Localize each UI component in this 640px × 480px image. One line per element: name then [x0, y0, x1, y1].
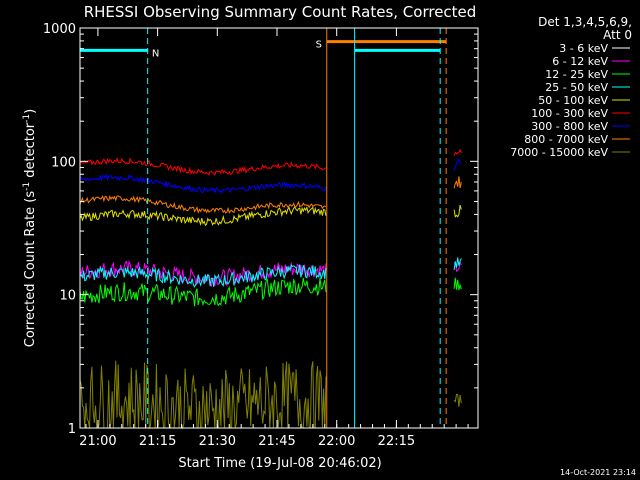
segment-label-0: N	[152, 48, 159, 59]
legend-label-4: 50 - 100 keV	[538, 94, 608, 107]
x-tick-label-2: 21:30	[199, 434, 236, 449]
y-tick-label-1: 10	[59, 289, 76, 304]
segment-label-1: S	[316, 40, 322, 51]
y-tick-label-3: 1000	[43, 22, 76, 37]
y-axis: 1 10 100 1000	[43, 22, 478, 437]
y-axis-label-main: Corrected Count Rate (s	[23, 191, 38, 348]
y-axis-label-sup1: -1	[22, 182, 32, 191]
series-line-8	[79, 360, 327, 430]
x-axis-label: Start Time (19-Jul-08 20:46:02)	[178, 456, 381, 471]
series-tail-7	[453, 176, 462, 189]
x-tick-label-0: 21:00	[79, 434, 116, 449]
legend-label-2: 12 - 25 keV	[545, 68, 608, 81]
footer-timestamp: 14-Oct-2021 23:14	[560, 468, 636, 477]
chart-title: RHESSI Observing Summary Count Rates, Co…	[84, 3, 477, 21]
series-line-3	[79, 264, 327, 288]
series-tail-3	[453, 257, 462, 271]
y-axis-label-mid: detector	[23, 122, 38, 182]
x-tick-label-1: 21:15	[139, 434, 176, 449]
y-axis-label-sup2: -1	[22, 114, 32, 123]
legend-label-7: 800 - 7000 keV	[524, 133, 608, 146]
y-axis-label: Corrected Count Rate (s-1 detector-1)	[22, 109, 38, 347]
series-line-4	[79, 205, 327, 227]
legend-label-0: 3 - 6 keV	[559, 42, 608, 55]
series-line-2	[79, 277, 327, 307]
series-line-5	[79, 157, 327, 176]
legend-header-line1: Det 1,3,4,5,6,9,	[538, 15, 632, 29]
x-tick-label-5: 22:15	[378, 434, 415, 449]
x-tick-label-3: 21:45	[258, 434, 295, 449]
series-tail-8	[453, 393, 462, 407]
series-tail-4	[453, 204, 462, 218]
legend-label-5: 100 - 300 keV	[531, 107, 608, 120]
legend-label-1: 6 - 12 keV	[552, 55, 608, 68]
series-tail-5	[453, 148, 462, 156]
legend-label-8: 7000 - 15000 keV	[510, 146, 608, 159]
series-tail-2	[453, 277, 462, 291]
y-axis-label-end: )	[23, 109, 38, 114]
plot-frame	[79, 27, 479, 429]
y-tick-label-2: 100	[51, 155, 76, 170]
legend-header-line2: Att 0	[603, 28, 632, 42]
series-line-7	[79, 194, 327, 214]
plot-area: NS	[79, 27, 479, 430]
legend-label-6: 300 - 800 keV	[531, 120, 608, 133]
series-line-6	[79, 173, 327, 195]
x-tick-label-4: 22:00	[318, 434, 355, 449]
series-line-0	[79, 296, 327, 345]
legend-label-3: 25 - 50 keV	[545, 81, 608, 94]
x-axis: 21:00 21:15 21:30 21:45 22:00 22:15	[79, 28, 469, 449]
series-tail-0	[453, 283, 462, 296]
series-tail-6	[453, 158, 462, 171]
y-tick-label-0: 1	[68, 422, 76, 437]
